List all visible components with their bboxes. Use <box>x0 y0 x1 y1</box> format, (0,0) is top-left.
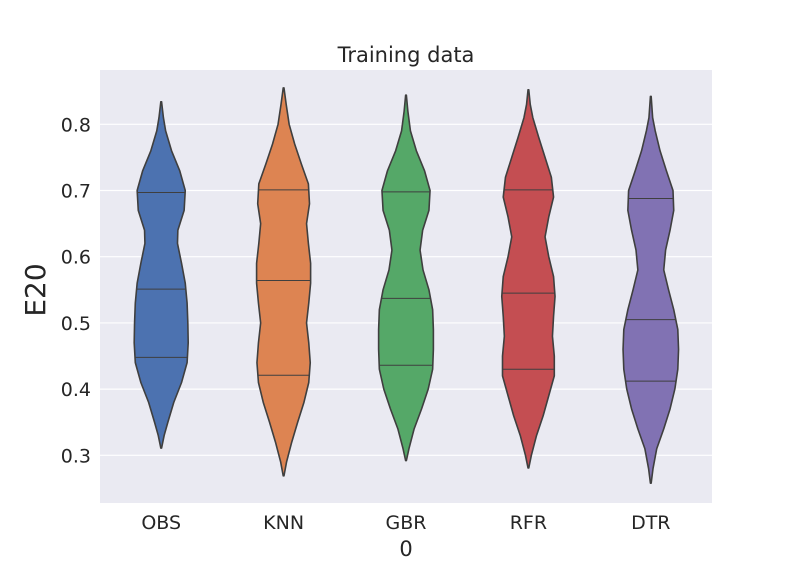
y-axis-label: E20 <box>19 263 52 316</box>
y-tick-label: 0.6 <box>61 247 91 269</box>
violin-dtr <box>622 95 680 484</box>
violin-gbr <box>377 94 435 462</box>
violin-rfr <box>500 89 556 469</box>
x-tick-labels: OBS KNN GBR RFR DTR <box>141 512 670 534</box>
y-tick-label: 0.5 <box>61 313 91 335</box>
x-tick-label: OBS <box>141 512 181 534</box>
violins <box>133 87 680 484</box>
y-tick-label: 0.7 <box>61 180 91 202</box>
chart-title: Training data <box>337 43 475 67</box>
y-tick-label: 0.8 <box>61 114 91 136</box>
y-tick-labels: 0.3 0.4 0.5 0.6 0.7 0.8 <box>61 114 91 467</box>
violin-knn <box>255 87 312 477</box>
y-tick-label: 0.3 <box>61 445 91 467</box>
x-axis-label: 0 <box>399 537 412 561</box>
x-tick-label: GBR <box>386 512 427 534</box>
x-tick-label: KNN <box>263 512 304 534</box>
violin-obs <box>133 100 190 449</box>
x-tick-label: RFR <box>510 512 547 534</box>
x-tick-label: DTR <box>631 512 670 534</box>
y-tick-label: 0.4 <box>61 379 91 401</box>
